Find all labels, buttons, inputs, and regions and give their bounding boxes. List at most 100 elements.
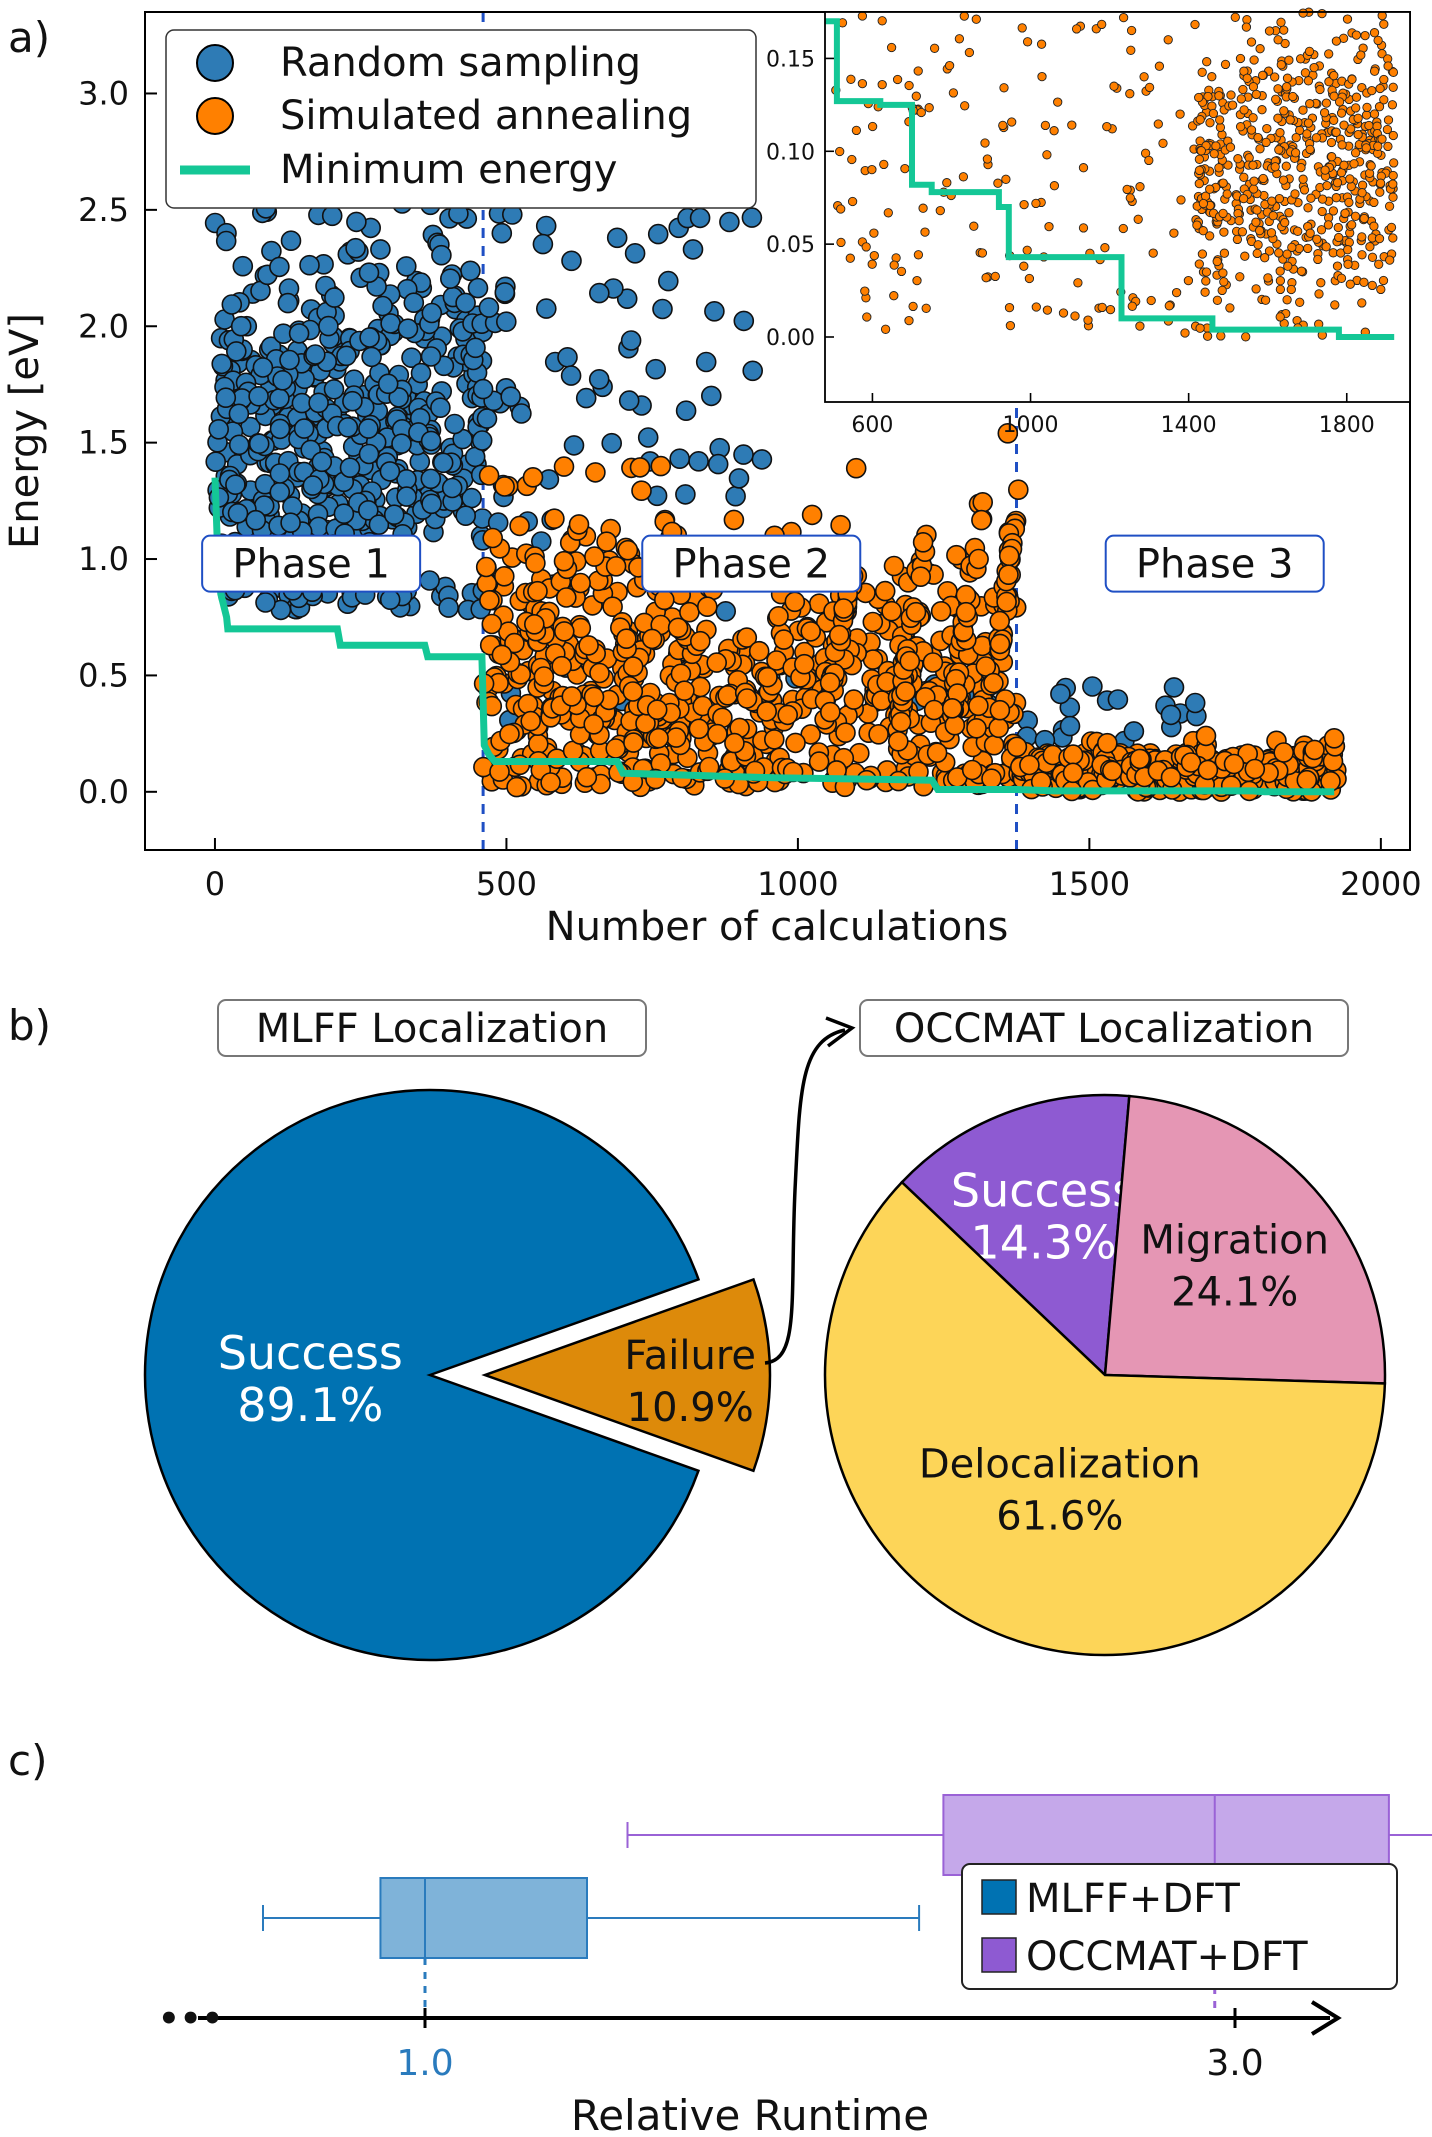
data-point-annealing xyxy=(648,727,669,749)
inset-data-point xyxy=(1195,323,1205,333)
data-point-random xyxy=(563,435,585,456)
data-point-random xyxy=(211,353,232,375)
data-point-annealing xyxy=(553,456,575,477)
inset-data-point xyxy=(1340,208,1350,218)
data-point-annealing xyxy=(828,624,850,646)
inset-data-point xyxy=(1332,178,1343,188)
inset-data-point xyxy=(1300,68,1311,78)
inset-data-point xyxy=(1196,146,1206,156)
inset-data-point xyxy=(1017,23,1027,33)
inset-data-point xyxy=(948,88,959,98)
data-point-random xyxy=(232,255,254,277)
inset-data-point xyxy=(1353,129,1363,140)
data-point-annealing xyxy=(475,556,497,578)
inset-data-point xyxy=(1373,35,1383,46)
pie-label-delocalization: Delocalization xyxy=(919,1442,1201,1488)
data-point-random xyxy=(476,408,498,429)
data-point-annealing xyxy=(1160,766,1182,788)
inset-data-point xyxy=(900,163,910,174)
inset-data-point xyxy=(1198,226,1208,236)
data-point-random xyxy=(225,474,246,496)
data-point-random xyxy=(383,504,405,526)
inset-data-point xyxy=(1175,109,1185,119)
data-point-annealing xyxy=(756,701,778,722)
data-point-random xyxy=(205,451,226,473)
inset-y-tick-label: 0.05 xyxy=(766,233,815,258)
data-point-random xyxy=(346,211,367,233)
inset-data-point xyxy=(1218,208,1228,219)
data-point-annealing xyxy=(1304,739,1325,761)
inset-data-point xyxy=(1367,85,1377,96)
data-point-annealing xyxy=(1223,753,1245,775)
inset-data-point xyxy=(879,159,889,170)
inset-data-point xyxy=(1126,25,1137,36)
data-point-random xyxy=(419,570,440,591)
data-point-annealing xyxy=(800,621,822,642)
data-point-annealing xyxy=(570,617,592,639)
inset-y-tick-label: 0.15 xyxy=(766,47,815,72)
inset-data-point xyxy=(1118,223,1128,234)
inset-data-point xyxy=(1331,127,1341,137)
inset-data-point xyxy=(1218,178,1228,188)
inset-data-point xyxy=(1049,181,1060,191)
data-point-random xyxy=(388,387,410,408)
data-point-annealing xyxy=(944,714,966,736)
inset-data-point xyxy=(1105,304,1116,315)
data-point-annealing xyxy=(874,580,896,602)
inset-data-point xyxy=(1388,233,1398,243)
inset-data-point xyxy=(981,273,991,283)
data-point-random xyxy=(495,311,517,333)
y-tick-label: 1.0 xyxy=(78,540,129,578)
inset-data-point xyxy=(1273,113,1283,123)
data-point-random xyxy=(588,368,610,390)
inset-data-point xyxy=(1324,49,1334,59)
inset-data-point xyxy=(1158,138,1168,148)
inset-x-tick-label: 600 xyxy=(851,413,893,438)
inset-data-point xyxy=(1219,277,1229,287)
inset-data-point xyxy=(1369,197,1379,208)
inset-data-point xyxy=(1350,148,1361,158)
data-point-random xyxy=(302,475,324,496)
data-point-random xyxy=(372,295,393,317)
inset-data-point xyxy=(1049,126,1059,136)
inset-data-point xyxy=(1389,158,1399,168)
data-point-random xyxy=(397,318,419,340)
inset-data-point xyxy=(1316,278,1326,288)
data-point-annealing xyxy=(899,650,921,672)
inset-data-point xyxy=(1317,8,1327,19)
inset-data-point xyxy=(1270,72,1280,82)
inset-data-point xyxy=(1282,249,1292,259)
data-point-annealing xyxy=(596,531,617,553)
data-point-random xyxy=(215,230,237,252)
inset-data-point xyxy=(1144,82,1155,93)
data-point-annealing xyxy=(646,699,668,721)
inset-y-tick-label: 0.10 xyxy=(766,140,815,165)
inset-data-point xyxy=(1078,223,1089,233)
inset-data-point xyxy=(1239,105,1249,115)
inset-data-point xyxy=(1302,129,1312,139)
data-point-annealing xyxy=(706,652,728,673)
pie-slice-migration xyxy=(1103,1094,1387,1385)
inset-data-point xyxy=(1377,49,1387,59)
data-point-annealing xyxy=(757,666,778,688)
inset-data-point xyxy=(1382,124,1393,135)
data-point-annealing xyxy=(830,514,851,536)
inset-data-point xyxy=(1190,19,1200,30)
pie-title-box-mlff xyxy=(217,999,647,1057)
inset-data-point xyxy=(1274,193,1285,204)
data-point-annealing xyxy=(890,711,912,733)
data-point-annealing xyxy=(998,545,1020,567)
inset-data-point xyxy=(1385,255,1395,265)
inset-data-point xyxy=(1339,120,1349,130)
data-point-random xyxy=(733,310,755,332)
inset-data-point xyxy=(1202,331,1213,341)
inset-data-point xyxy=(1320,165,1330,175)
data-point-annealing xyxy=(665,727,687,748)
inset-data-point xyxy=(867,259,877,269)
inset-data-point xyxy=(1192,220,1202,230)
data-point-annealing xyxy=(1006,736,1028,758)
data-point-annealing xyxy=(883,555,905,577)
x-tick-label: 1000 xyxy=(757,865,838,903)
inset-data-point xyxy=(857,78,868,89)
inset-data-point xyxy=(1321,242,1331,252)
